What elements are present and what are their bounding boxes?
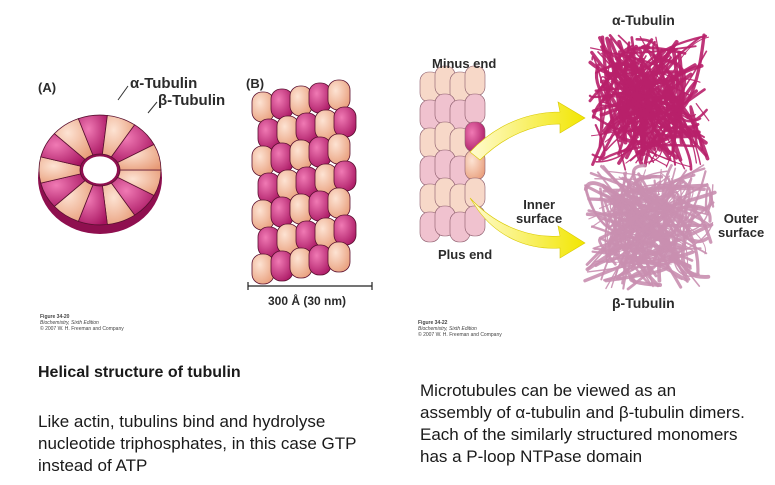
caption-left-figure: Figure 34-20 (40, 314, 70, 320)
ribbon-strand (598, 237, 617, 266)
ribbon-strand (624, 48, 663, 101)
ribbon-strand (603, 118, 666, 165)
caption-right-copyright: © 2007 W. H. Freeman and Company (418, 332, 502, 338)
ribbon-strand (604, 49, 693, 146)
ribbon-strand (594, 63, 610, 106)
ribbon-strand (619, 36, 639, 153)
inner-surface-label: Inner surface (516, 198, 562, 226)
arrow-to-beta (469, 197, 586, 259)
minus-end-label: Minus end (432, 56, 497, 71)
ribbon-strand (680, 206, 711, 279)
scale-label: 300 Å (30 nm) (268, 294, 347, 308)
plus-end-label: Plus end (438, 247, 493, 262)
alpha-pointer-line (117, 85, 129, 101)
ribbon-strand (613, 196, 641, 255)
alpha-subunit (327, 187, 351, 219)
ribbon-strand (600, 35, 622, 139)
right-paragraph: Microtubules can be viewed as an assembl… (420, 381, 745, 466)
scale-bar (247, 282, 373, 290)
ribbon-strand (619, 95, 662, 166)
beta-tubulin-label-right: β-Tubulin (612, 295, 675, 311)
alpha-subunit (117, 143, 162, 171)
outer-surface-line1: Outer (723, 211, 759, 226)
ribbon-strand (607, 179, 685, 245)
ribbon-strand (602, 165, 690, 216)
arrow-to-alpha (469, 101, 586, 161)
ribbon-strand (649, 226, 691, 281)
alpha-subunit (327, 133, 351, 165)
alpha-subunit (327, 241, 351, 273)
ribbon-strand (689, 105, 704, 152)
beta-tubulin-label-left: β-Tubulin (158, 92, 226, 109)
ring-hole (83, 156, 117, 184)
caption-left-book: Biochemistry, Sixth Edition (40, 320, 99, 326)
inner-surface-line1: Inner (523, 197, 556, 212)
outer-surface-label: Outer surface (718, 212, 764, 240)
ribbon-strand (605, 73, 672, 133)
ribbon-strand (593, 201, 715, 251)
ribbon-strand (695, 103, 710, 122)
beta-subunit (464, 93, 486, 125)
caption-left: Figure 34-20 Biochemistry, Sixth Edition… (40, 314, 124, 332)
alpha-tubulin-label-left: α-Tubulin (130, 75, 198, 92)
tubulin-ring (38, 114, 162, 234)
ribbon-strand (596, 90, 603, 148)
caption-right-book: Biochemistry, Sixth Edition (418, 326, 477, 332)
caption-right: Figure 34-22 Biochemistry, Sixth Edition… (418, 320, 502, 338)
alpha-tubulin-label-right: α-Tubulin (612, 12, 675, 28)
ribbon-strand (591, 55, 627, 171)
ribbon-strand (607, 214, 664, 253)
inner-surface-line2: surface (516, 211, 563, 226)
ribbon-strand (607, 51, 691, 168)
beta-pointer-line (147, 101, 158, 114)
panel-a-label: (A) (38, 80, 57, 95)
ribbon-strand (639, 36, 676, 146)
beta-subunit (333, 214, 357, 246)
ribbon-strand (600, 105, 702, 165)
ribbon-strand (657, 58, 687, 141)
beta-subunit (333, 160, 357, 192)
tubulin-dimer-ribbon (583, 33, 717, 291)
ribbon-strand (605, 36, 623, 121)
ribbon-strand (591, 225, 646, 282)
tubulin-helix (251, 79, 357, 285)
ribbon-strand (591, 124, 606, 159)
ribbon-strand (650, 101, 661, 156)
ribbon-strand (584, 186, 689, 240)
left-paragraph: Like actin, tubulins bind and hydrolyse … (38, 412, 357, 475)
caption-right-figure: Figure 34-22 (418, 320, 448, 326)
caption-left-copyright: © 2007 W. H. Freeman and Company (40, 326, 124, 332)
beta-subunit (333, 106, 357, 138)
outer-surface-line2: surface (718, 225, 765, 240)
ribbon-strand (604, 168, 697, 254)
ribbon-strand (614, 175, 671, 279)
ribbon-strand (645, 89, 664, 163)
panel-b-label: (B) (246, 76, 265, 91)
ribbon-strand (704, 186, 715, 215)
ribbon-strand (639, 132, 679, 160)
alpha-subunit (327, 79, 351, 111)
section-heading: Helical structure of tubulin (38, 364, 241, 381)
ribbon-strand (657, 259, 692, 270)
